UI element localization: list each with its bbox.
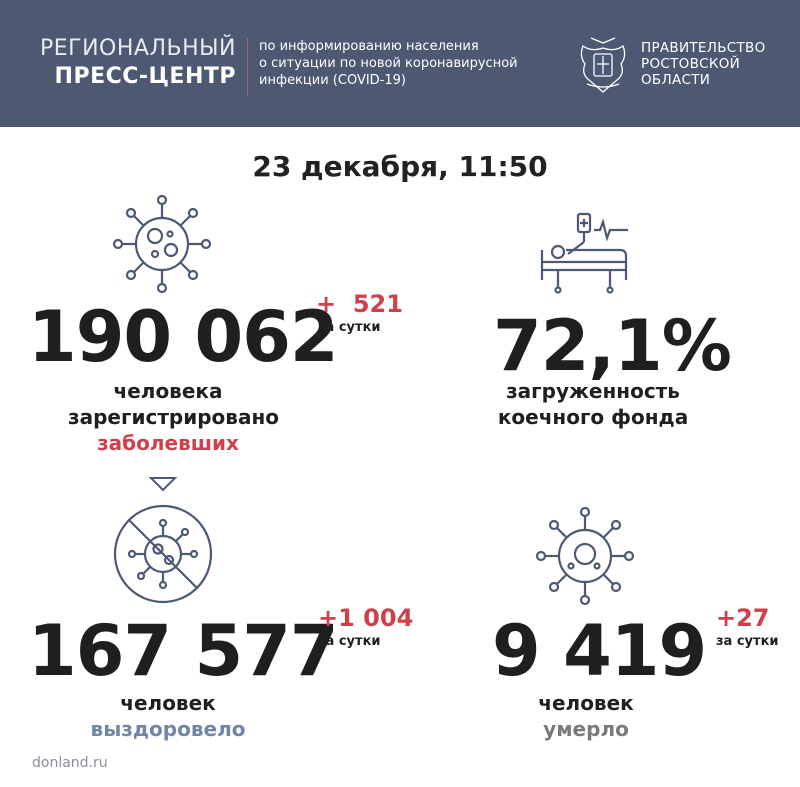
cases-delta-sign: + [316,290,337,318]
no-virus-icon [113,504,213,604]
header-description: по информированию населения о ситуации п… [259,38,549,89]
cases-label: человека зарегистрировано заболевших [68,378,280,456]
header-description-line3: инфекции (COVID-19) [259,73,406,88]
deaths-per-day: за сутки [716,634,779,649]
cases-label-line3: заболевших [97,431,239,455]
deaths-label: человек умерло [486,690,686,742]
virus-icon [535,506,635,606]
bed-occupancy-value: 72,1% [493,305,732,387]
recovered-label-line2: выздоровело [90,717,246,741]
deaths-label-line2: умерло [543,717,629,741]
recovered-per-day: за сутки [318,634,381,649]
government-title-line2: РОСТОВСКОЙ [641,56,741,72]
beds-label-line1: загруженность [506,379,680,403]
cases-delta-value: 521 [352,290,403,318]
header-description-line1: по информированию населения [259,39,479,54]
cases-label-line2: зарегистрировано [68,405,280,429]
virus-icon [112,194,212,294]
cases-delta: + 521 [316,290,403,318]
brand-title-line2: ПРЕСС-ЦЕНТР [54,64,236,89]
recovered-delta: +1 004 [318,604,414,632]
cases-total: 190 062 [28,296,339,378]
government-title-line1: ПРАВИТЕЛЬСТВО [641,40,766,56]
recovered-label: человек выздоровело [68,690,268,742]
cases-per-day: за сутки [318,320,381,335]
report-date: 23 декабря, 11:50 [252,150,548,183]
hospital-bed-icon [540,212,628,294]
government-title-line3: ОБЛАСТИ [641,72,711,88]
arrow-down-icon [148,477,178,492]
recovered-total: 167 577 [28,610,339,692]
footer-site-link[interactable]: donland.ru [32,755,108,771]
header-divider [247,38,248,96]
deaths-delta: +27 [716,604,770,632]
deaths-total: 9 419 [492,610,707,692]
brand-title-line1: РЕГИОНАЛЬНЫЙ [40,36,236,61]
header-banner: РЕГИОНАЛЬНЫЙ ПРЕСС-ЦЕНТР по информирован… [0,0,800,127]
beds-label-line2: коечного фонда [497,405,689,429]
deaths-label-line1: человек [538,691,634,715]
coat-of-arms-icon [580,37,626,93]
header-description-line2: о ситуации по новой коронавирусной [259,56,518,71]
beds-label: загруженность коечного фонда [478,378,708,430]
cases-label-line1: человека [113,379,223,403]
government-title: ПРАВИТЕЛЬСТВО РОСТОВСКОЙ ОБЛАСТИ [641,40,766,88]
recovered-label-line1: человек [120,691,216,715]
